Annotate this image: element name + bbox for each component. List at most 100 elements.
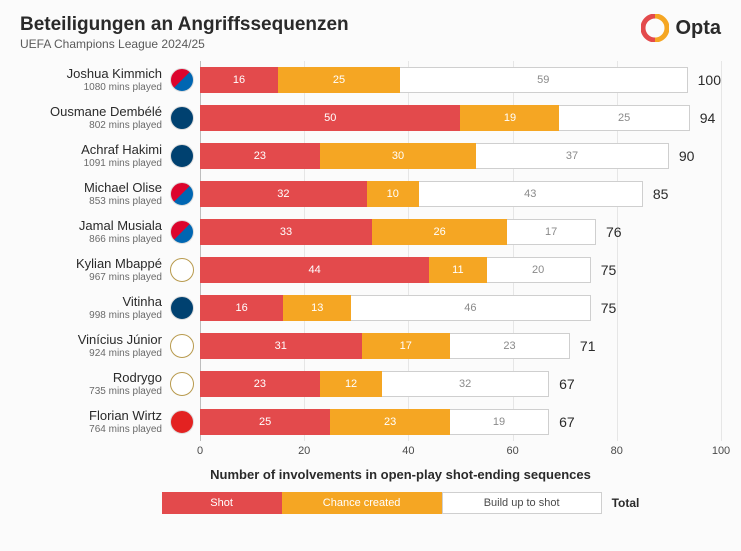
plot-column: 1625591005019259423303790321043853326177… [200, 61, 721, 441]
club-badge-icon [170, 372, 194, 396]
club-badge-icon [170, 334, 194, 358]
player-minutes: 967 mins played [20, 272, 162, 283]
bar-row: 321043 85 [200, 175, 721, 213]
segment-build: 17 [507, 219, 596, 245]
player-name: Achraf Hakimi [20, 143, 162, 157]
bar-row: 50192594 [200, 99, 721, 137]
player-label: Michael Olise 853 mins played [20, 181, 170, 206]
chart-area: Joshua Kimmich 1080 mins played Ousmane … [20, 61, 721, 441]
bar-total: 90 [679, 148, 695, 164]
segment-chance: 11 [429, 257, 486, 283]
bar-row: 161346 75 [200, 289, 721, 327]
segment-shot: 50 [200, 105, 460, 131]
segment-chance: 12 [320, 371, 383, 397]
player-name: Kylian Mbappé [20, 257, 162, 271]
x-tick: 80 [611, 445, 623, 457]
bar-total: 67 [559, 376, 575, 392]
badge-column [170, 61, 200, 441]
club-badge-icon [170, 410, 194, 434]
segment-build: 23 [450, 333, 570, 359]
club-badge-icon [170, 144, 194, 168]
segment-build: 46 [351, 295, 591, 321]
chart-subtitle: UEFA Champions League 2024/25 [20, 37, 349, 51]
bar-row: 31172371 [200, 327, 721, 365]
segment-chance: 17 [362, 333, 451, 359]
segment-chance: 26 [372, 219, 507, 245]
player-minutes: 802 mins played [20, 120, 162, 131]
segment-build: 32 [382, 371, 549, 397]
legend: Shot Chance created Build up to shot Tot… [80, 492, 721, 514]
bar-total: 67 [559, 414, 575, 430]
segment-shot: 44 [200, 257, 429, 283]
segment-build: 19 [450, 409, 549, 435]
x-tick: 20 [298, 445, 310, 457]
chart-title: Beteiligungen an Angriffssequenzen [20, 14, 349, 36]
club-badge-icon [170, 258, 194, 282]
player-name: Rodrygo [20, 371, 162, 385]
x-tick: 0 [197, 445, 203, 457]
player-name: Florian Wirtz [20, 409, 162, 423]
legend-total: Total [612, 496, 640, 510]
player-minutes: 866 mins played [20, 234, 162, 245]
header: Beteiligungen an Angriffssequenzen UEFA … [20, 14, 721, 51]
bar-total: 75 [601, 300, 617, 316]
segment-shot: 32 [200, 181, 367, 207]
bar-total: 100 [698, 72, 721, 88]
bar-total: 85 [653, 186, 669, 202]
segment-shot: 23 [200, 143, 320, 169]
player-label: Rodrygo 735 mins played [20, 371, 170, 396]
club-badge-icon [170, 296, 194, 320]
segment-chance: 10 [367, 181, 419, 207]
player-name: Jamal Musiala [20, 219, 162, 233]
player-name: Vitinha [20, 295, 162, 309]
player-labels-column: Joshua Kimmich 1080 mins played Ousmane … [20, 61, 170, 441]
player-minutes: 924 mins played [20, 348, 162, 359]
x-axis-title: Number of involvements in open-play shot… [80, 467, 721, 482]
player-label: Jamal Musiala 866 mins played [20, 219, 170, 244]
title-block: Beteiligungen an Angriffssequenzen UEFA … [20, 14, 349, 51]
bar-total: 94 [700, 110, 716, 126]
segment-chance: 23 [330, 409, 450, 435]
legend-build: Build up to shot [442, 492, 602, 514]
segment-chance: 30 [320, 143, 476, 169]
player-name: Ousmane Dembélé [20, 105, 162, 119]
player-label: Ousmane Dembélé 802 mins played [20, 105, 170, 130]
player-label: Vitinha 998 mins played [20, 295, 170, 320]
opta-logo-icon [641, 14, 669, 42]
player-minutes: 735 mins played [20, 386, 162, 397]
club-badge-icon [170, 106, 194, 130]
segment-build: 37 [476, 143, 669, 169]
bar-row: 231232 67 [200, 365, 721, 403]
player-label: Florian Wirtz 764 mins played [20, 409, 170, 434]
x-tick: 60 [506, 445, 518, 457]
player-name: Vinícius Júnior [20, 333, 162, 347]
player-label: Achraf Hakimi 1091 mins played [20, 143, 170, 168]
bar-total: 76 [606, 224, 622, 240]
segment-shot: 16 [200, 67, 278, 93]
club-badge-icon [170, 68, 194, 92]
segment-shot: 33 [200, 219, 372, 245]
x-axis: 020406080100 [20, 445, 721, 461]
player-minutes: 998 mins played [20, 310, 162, 321]
player-name: Michael Olise [20, 181, 162, 195]
bar-row: 162559100 [200, 61, 721, 99]
player-minutes: 1080 mins played [20, 82, 162, 93]
club-badge-icon [170, 220, 194, 244]
bar-row: 252319 67 [200, 403, 721, 441]
bar-row: 233037 90 [200, 137, 721, 175]
gridline [721, 61, 722, 441]
segment-shot: 16 [200, 295, 283, 321]
bar-row: 332617 76 [200, 213, 721, 251]
bar-total: 71 [580, 338, 596, 354]
opta-logo-text: Opta [675, 17, 721, 40]
segment-chance: 13 [283, 295, 351, 321]
bar-row: 44112075 [200, 251, 721, 289]
segment-shot: 23 [200, 371, 320, 397]
segment-chance: 19 [460, 105, 559, 131]
x-tick: 100 [712, 445, 730, 457]
club-badge-icon [170, 182, 194, 206]
player-label: Vinícius Júnior 924 mins played [20, 333, 170, 358]
segment-shot: 25 [200, 409, 330, 435]
opta-logo: Opta [641, 14, 721, 42]
segment-build: 43 [419, 181, 643, 207]
